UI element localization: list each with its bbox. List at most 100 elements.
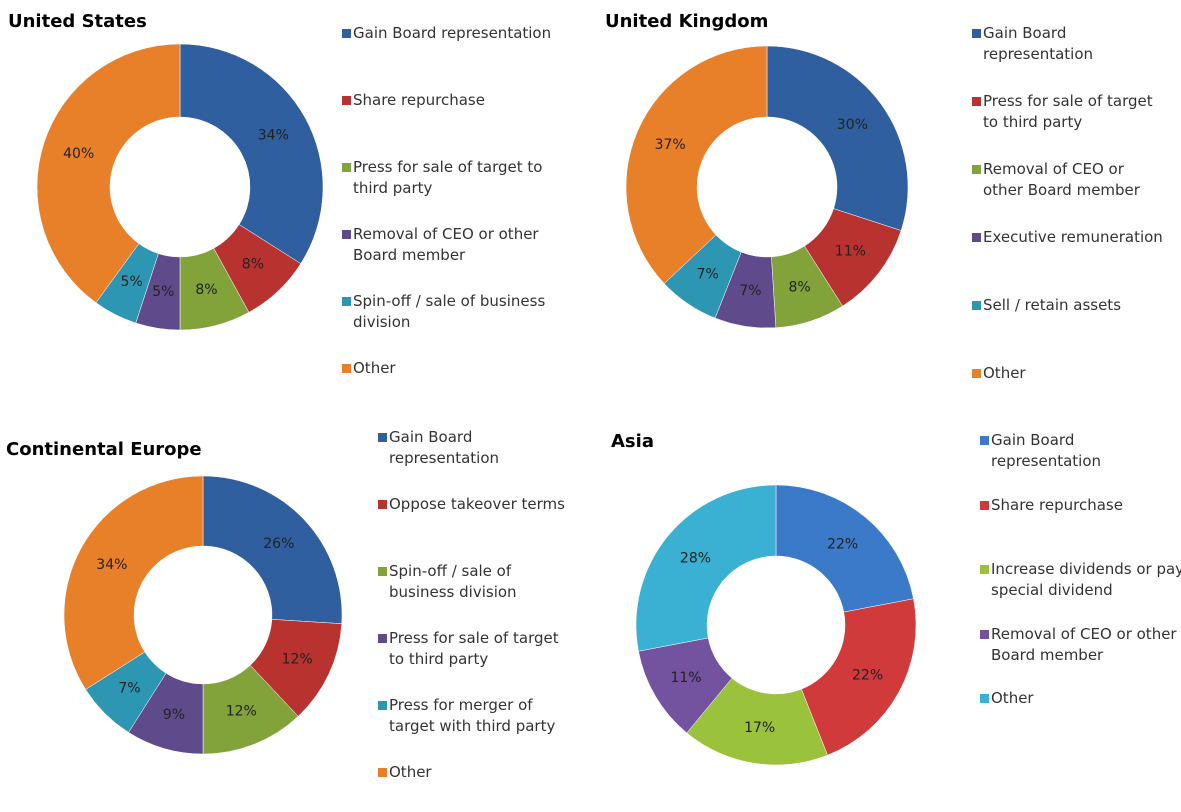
data-label: 37% bbox=[655, 137, 686, 153]
legend-item: Removal of CEO or other Board member bbox=[972, 159, 1164, 201]
data-label: 11% bbox=[835, 244, 866, 260]
legend-item: Other bbox=[378, 762, 570, 783]
legend-item: Gain Board representation bbox=[342, 23, 564, 44]
data-label: 34% bbox=[96, 557, 127, 573]
legend-swatch bbox=[980, 694, 989, 703]
legend-swatch bbox=[980, 629, 989, 639]
donut-slice bbox=[635, 484, 777, 652]
legend-swatch bbox=[972, 29, 981, 38]
legend-swatch bbox=[980, 565, 989, 574]
legend-item: Press for merger of target with third pa… bbox=[378, 695, 570, 737]
legend-item: Executive remuneration bbox=[972, 227, 1164, 248]
legend: Gain Board representation Oppose takeover… bbox=[378, 428, 570, 812]
legend-swatch bbox=[378, 701, 387, 710]
legend-label: Gain Board representation bbox=[983, 24, 1094, 63]
donut-slice bbox=[801, 598, 917, 756]
legend-swatch bbox=[378, 433, 387, 442]
legend-label: Removal of CEO or other Board member bbox=[983, 160, 1140, 199]
legend-swatch bbox=[980, 500, 989, 510]
legend-label: Other bbox=[991, 689, 1034, 707]
data-label: 17% bbox=[744, 720, 775, 736]
data-label: 34% bbox=[258, 128, 289, 144]
legend-swatch bbox=[378, 634, 387, 643]
data-label: 40% bbox=[63, 146, 94, 162]
data-label: 22% bbox=[827, 536, 858, 552]
legend-label: Gain Board representation bbox=[389, 428, 500, 467]
chart-title: Continental Europe bbox=[6, 439, 202, 460]
data-label: 8% bbox=[242, 257, 264, 273]
chart-title: United States bbox=[8, 11, 147, 32]
legend-swatch bbox=[972, 233, 981, 242]
legend-label: Press for sale of target to third party bbox=[983, 92, 1153, 131]
legend-swatch bbox=[972, 301, 981, 310]
legend-label: Increase dividends or pay special divide… bbox=[991, 560, 1181, 599]
data-label: 5% bbox=[121, 274, 143, 290]
donut-slice bbox=[202, 475, 343, 624]
legend-item: Removal of CEO or other Board member bbox=[342, 224, 564, 266]
legend-swatch bbox=[342, 297, 351, 306]
legend-item: Other bbox=[980, 688, 1181, 709]
data-label: 9% bbox=[163, 707, 185, 723]
legend-item: Press for sale of target to third party bbox=[342, 157, 564, 199]
data-label: 22% bbox=[852, 667, 883, 683]
legend-label: Executive remuneration bbox=[983, 228, 1163, 246]
legend-swatch bbox=[972, 97, 981, 106]
legend-label: Removal of CEO or other Board member bbox=[353, 225, 539, 264]
legend-label: Other bbox=[389, 763, 432, 781]
legend-item: Increase dividends or pay special divide… bbox=[980, 559, 1181, 601]
legend-label: Gain Board representation bbox=[991, 431, 1102, 470]
legend-label: Spin-off / sale of business division bbox=[389, 562, 517, 601]
chart-title: Asia bbox=[611, 431, 654, 452]
legend-item: Share repurchase bbox=[980, 495, 1181, 516]
data-label: 7% bbox=[739, 283, 761, 299]
legend-label: Press for sale of target to third party bbox=[353, 158, 543, 197]
data-label: 11% bbox=[670, 670, 701, 686]
legend-swatch bbox=[342, 230, 351, 239]
legend-item: Share repurchase bbox=[342, 90, 564, 111]
legend-item: Sell / retain assets bbox=[972, 295, 1164, 316]
data-label: 12% bbox=[282, 651, 313, 667]
legend-item: Gain Board representation bbox=[980, 430, 1181, 472]
data-label: 8% bbox=[195, 282, 217, 298]
legend-label: Share repurchase bbox=[991, 495, 1123, 514]
legend-label: Share repurchase bbox=[353, 91, 485, 109]
donut-slice bbox=[63, 475, 204, 690]
data-label: 5% bbox=[152, 284, 174, 300]
legend-item: Spin-off / sale of business division bbox=[342, 291, 564, 333]
legend-label: Other bbox=[983, 364, 1026, 382]
data-label: 8% bbox=[788, 279, 810, 295]
legend-label: Press for merger of target with third pa… bbox=[389, 696, 556, 735]
legend-item: Removal of CEO or other Board member bbox=[980, 624, 1181, 666]
legend-item: Press for sale of target to third party bbox=[378, 628, 570, 670]
legend-item: Press for sale of target to third party bbox=[972, 91, 1164, 133]
legend-swatch bbox=[342, 29, 351, 38]
legend-swatch bbox=[972, 165, 981, 174]
legend-swatch bbox=[378, 768, 387, 777]
donut-slice bbox=[775, 484, 914, 613]
legend-swatch bbox=[342, 163, 351, 172]
legend: Gain Board representation Share repurchas… bbox=[980, 431, 1181, 763]
legend-label: Gain Board representation bbox=[353, 24, 552, 42]
legend-label: Sell / retain assets bbox=[983, 296, 1122, 314]
legend-swatch bbox=[972, 369, 981, 378]
donut-slice bbox=[179, 43, 324, 264]
legend-label: Removal of CEO or other Board member bbox=[991, 624, 1177, 664]
legend-swatch bbox=[980, 436, 989, 445]
data-label: 28% bbox=[680, 550, 711, 566]
chart-title: United Kingdom bbox=[605, 11, 768, 32]
legend-item: Other bbox=[972, 363, 1164, 384]
legend-item: Gain Board representation bbox=[378, 427, 570, 469]
legend-item: Other bbox=[342, 358, 564, 379]
legend-label: Spin-off / sale of business division bbox=[353, 292, 546, 331]
donut-slice bbox=[766, 45, 909, 231]
data-label: 7% bbox=[118, 681, 140, 697]
data-label: 30% bbox=[837, 117, 868, 133]
legend-swatch bbox=[378, 500, 387, 509]
donut-slice bbox=[686, 677, 828, 766]
legend-swatch bbox=[378, 567, 387, 576]
legend-item: Gain Board representation bbox=[972, 23, 1164, 65]
legend-item: Spin-off / sale of business division bbox=[378, 561, 570, 603]
legend-label: Press for sale of target to third party bbox=[389, 629, 559, 668]
